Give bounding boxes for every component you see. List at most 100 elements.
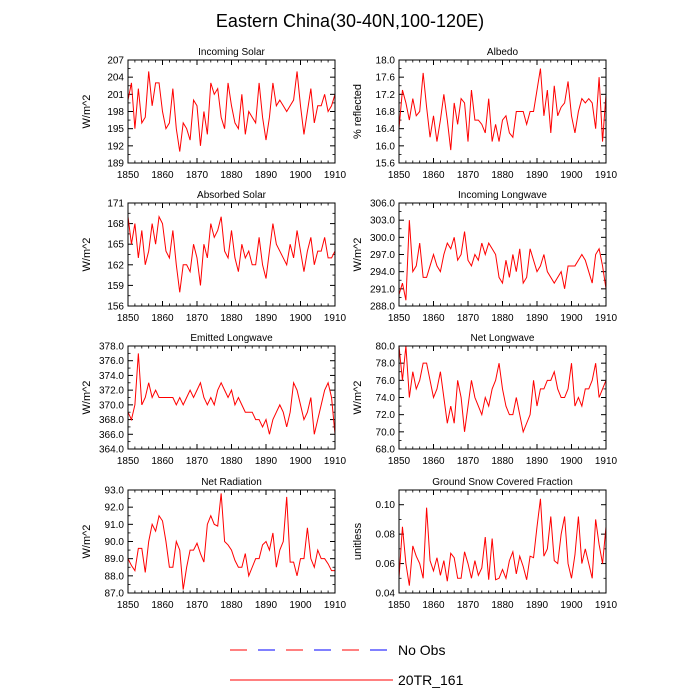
x-tick-label: 1900: [289, 600, 312, 611]
legend-label-no-obs: No Obs: [398, 642, 445, 658]
y-tick-label: 366.0: [99, 430, 124, 441]
y-tick-label: 80.0: [376, 342, 396, 353]
panel-title: Absorbed Solar: [197, 190, 267, 201]
series-line-20tr-161: [399, 498, 606, 586]
panel-incoming-longwave: Incoming Longwave 1850 1860 1870 1880 1890 190…: [352, 190, 618, 324]
x-tick-label: 1890: [526, 170, 549, 181]
x-tick-label: 1880: [491, 170, 514, 181]
x-tick-label: 1890: [526, 456, 549, 467]
y-tick-label: 376.0: [99, 356, 124, 367]
x-tick-label: 1860: [422, 600, 445, 611]
y-tick-label: 0.08: [376, 530, 396, 541]
series-line-20tr-161: [399, 346, 606, 434]
x-tick-label: 1900: [289, 456, 312, 467]
x-tick-label: 1910: [324, 456, 347, 467]
x-tick-label: 1900: [560, 456, 583, 467]
panel-emitted-longwave: Emitted Longwave 1850 1860 1870 1880 1890 1900…: [81, 333, 347, 467]
y-axis-label: W/m^2: [352, 238, 364, 272]
x-tick-label: 1870: [186, 313, 209, 324]
x-tick-label: 1860: [422, 313, 445, 324]
x-tick-label: 1910: [324, 600, 347, 611]
x-tick-label: 1900: [560, 600, 583, 611]
x-tick-label: 1900: [560, 170, 583, 181]
panel-title: Albedo: [487, 47, 519, 58]
legend-label-20tr-161: 20TR_161: [398, 672, 464, 688]
series-line-20tr-161: [128, 493, 335, 590]
y-tick-label: 288.0: [370, 302, 395, 313]
y-tick-label: 16.4: [376, 124, 396, 135]
y-tick-label: 364.0: [99, 445, 124, 456]
y-axis-label: unitless: [352, 522, 364, 560]
y-tick-label: 90.0: [105, 537, 125, 548]
y-tick-label: 89.0: [105, 554, 125, 565]
y-tick-label: 91.0: [105, 520, 125, 531]
series-line-20tr-161: [128, 215, 335, 293]
x-tick-label: 1870: [186, 600, 209, 611]
plot-frame: [127, 59, 336, 164]
y-tick-label: 159: [107, 281, 124, 292]
y-tick-label: 92.0: [105, 503, 125, 514]
panel-title: Incoming Longwave: [458, 190, 547, 201]
panels: Incoming Solar 1850 1860 1870 1880 1890 1900 19…: [81, 47, 618, 611]
x-tick-label: 1890: [255, 170, 278, 181]
y-tick-label: 165: [107, 240, 124, 251]
series-line-20tr-161: [399, 68, 606, 151]
y-axis-label: % reflected: [352, 84, 364, 139]
x-tick-label: 1910: [595, 600, 618, 611]
x-tick-label: 1880: [491, 600, 514, 611]
y-tick-label: 93.0: [105, 486, 125, 497]
y-tick-label: 16.8: [376, 107, 396, 118]
plot-frame: [127, 345, 336, 450]
y-tick-label: 171: [107, 199, 124, 210]
x-tick-label: 1850: [117, 170, 140, 181]
y-tick-label: 370.0: [99, 400, 124, 411]
y-tick-label: 0.06: [376, 559, 396, 570]
y-tick-label: 17.6: [376, 73, 396, 84]
series-line-20tr-161: [399, 220, 606, 301]
y-tick-label: 156: [107, 302, 124, 313]
x-tick-label: 1860: [151, 313, 174, 324]
x-tick-label: 1870: [457, 170, 480, 181]
x-tick-label: 1860: [151, 456, 174, 467]
x-tick-label: 1880: [220, 456, 243, 467]
x-tick-label: 1860: [151, 600, 174, 611]
panel-title: Incoming Solar: [198, 47, 265, 58]
plot-frame: [127, 202, 336, 307]
y-tick-label: 368.0: [99, 415, 124, 426]
y-tick-label: 198: [107, 107, 124, 118]
panel-absorbed-solar: Absorbed Solar 1850 1860 1870 1880 1890 1900 19…: [81, 190, 347, 324]
panel-net-longwave: Net Longwave 1850 1860 1870 1880 1890 1900 1910…: [352, 333, 618, 467]
x-tick-label: 1890: [255, 600, 278, 611]
x-tick-label: 1850: [117, 456, 140, 467]
x-tick-label: 1850: [388, 170, 411, 181]
x-tick-label: 1860: [422, 456, 445, 467]
x-tick-label: 1860: [151, 170, 174, 181]
y-axis-label: W/m^2: [352, 381, 364, 415]
y-tick-label: 162: [107, 260, 124, 271]
plot-frame: [398, 202, 607, 307]
plot-frame: [398, 59, 607, 164]
x-tick-label: 1850: [117, 313, 140, 324]
x-tick-label: 1910: [324, 170, 347, 181]
plot-frame: [127, 489, 336, 594]
y-tick-label: 300.0: [370, 233, 395, 244]
y-tick-label: 87.0: [105, 589, 125, 600]
x-tick-label: 1910: [324, 313, 347, 324]
y-tick-label: 15.6: [376, 159, 396, 170]
y-tick-label: 0.10: [376, 500, 396, 511]
panel-ground-snow-covered-fraction: Ground Snow Covered Fraction 1850 1860 1870…: [352, 477, 618, 611]
panel-albedo: Albedo 1850 1860 1870 1880 1890 1900 1910 15.6 16…: [352, 47, 618, 181]
x-tick-label: 1860: [422, 170, 445, 181]
x-tick-label: 1880: [491, 313, 514, 324]
series-line-20tr-161: [128, 71, 335, 152]
y-tick-label: 291.0: [370, 284, 395, 295]
x-tick-label: 1900: [289, 170, 312, 181]
x-tick-label: 1890: [255, 456, 278, 467]
x-tick-label: 1850: [388, 600, 411, 611]
y-tick-label: 303.0: [370, 216, 395, 227]
y-axis-label: W/m^2: [81, 238, 93, 272]
figure-title: Eastern China(30-40N,100-120E): [216, 11, 484, 31]
panel-title: Ground Snow Covered Fraction: [432, 477, 573, 488]
x-tick-label: 1850: [388, 313, 411, 324]
y-tick-label: 72.0: [376, 410, 396, 421]
